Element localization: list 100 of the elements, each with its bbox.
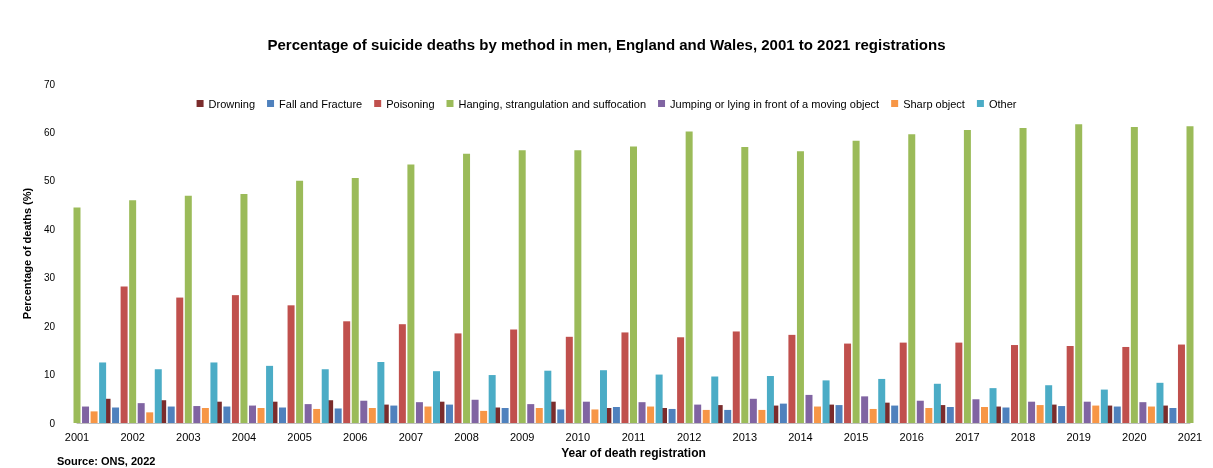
bar	[844, 343, 852, 423]
x-tick-label: 2014	[788, 430, 813, 443]
bar	[1122, 346, 1130, 423]
bar	[724, 409, 732, 423]
x-tick-label: 2020	[1122, 430, 1147, 443]
bar	[1083, 401, 1091, 423]
x-tick-label: 2017	[955, 430, 980, 443]
bar	[1066, 346, 1074, 423]
bar	[677, 337, 685, 423]
bar	[1177, 344, 1185, 423]
bar	[980, 407, 988, 423]
bar	[398, 324, 406, 423]
bar	[869, 408, 877, 423]
bar	[861, 396, 869, 423]
bar	[630, 146, 637, 423]
bar	[1058, 406, 1066, 423]
bar	[1147, 406, 1155, 423]
x-tick-label: 2011	[621, 430, 646, 443]
bar	[972, 399, 980, 423]
bar	[557, 409, 565, 423]
bar	[433, 371, 441, 423]
bar	[544, 370, 552, 423]
bar	[822, 380, 830, 423]
bar	[296, 180, 304, 423]
bar	[137, 403, 145, 423]
x-tick-label: 2016	[899, 430, 924, 443]
bar	[112, 407, 120, 423]
bar	[741, 146, 749, 423]
legend-label: Hanging, strangulation and suffocation	[458, 97, 647, 110]
bar	[257, 407, 265, 423]
bar	[445, 404, 453, 423]
bar	[334, 408, 342, 423]
bar	[702, 409, 710, 423]
x-tick-label: 2018	[1010, 430, 1036, 443]
bar	[668, 408, 676, 423]
bar	[1100, 389, 1108, 423]
bar	[167, 406, 175, 423]
bar	[1002, 407, 1010, 423]
bar	[732, 331, 740, 423]
bar	[240, 193, 248, 423]
bar	[73, 207, 81, 423]
bar	[1036, 405, 1044, 423]
x-tick-label: 2021	[1177, 430, 1203, 443]
bar	[891, 405, 899, 423]
bar	[99, 362, 107, 423]
y-tick-label: 10	[43, 369, 56, 381]
bar	[343, 321, 351, 423]
bar	[1169, 407, 1177, 423]
bar	[1156, 382, 1164, 423]
bar	[638, 402, 646, 423]
bar	[655, 374, 663, 423]
y-tick-label: 40	[43, 223, 56, 235]
bar	[1028, 401, 1036, 423]
bar	[1113, 406, 1121, 423]
bar	[501, 407, 509, 423]
bar	[129, 200, 137, 423]
bar	[685, 131, 693, 423]
bar	[287, 305, 295, 423]
bar	[146, 412, 154, 423]
bar	[424, 406, 432, 423]
x-tick-label: 2003	[176, 430, 201, 443]
x-tick-label: 2015	[843, 430, 869, 443]
bar	[1092, 405, 1100, 423]
bar	[415, 402, 423, 423]
y-tick-label: 50	[43, 175, 56, 187]
bar	[184, 195, 192, 423]
y-axis-title: Percentage of deaths (%)	[21, 187, 34, 320]
bar	[766, 376, 774, 423]
bar	[1139, 402, 1147, 423]
bar	[908, 134, 916, 423]
bar	[82, 406, 90, 423]
bar	[647, 406, 655, 423]
bar	[955, 342, 963, 423]
chart-title: Percentage of suicide deaths by method in men, England and Wales, 2001 to 2021 registrations	[267, 36, 946, 53]
legend-label: Other	[988, 97, 1017, 110]
bar	[814, 406, 822, 423]
bar	[535, 407, 543, 423]
x-tick-label: 2012	[676, 430, 702, 443]
x-tick-label: 2001	[64, 430, 90, 443]
bar	[279, 407, 287, 423]
bar	[223, 406, 231, 423]
x-tick-label: 2008	[454, 430, 479, 443]
bar	[120, 286, 128, 423]
bar	[1186, 126, 1194, 423]
bar	[321, 369, 329, 423]
bar	[779, 403, 787, 423]
bar	[90, 411, 98, 423]
bar	[176, 297, 184, 423]
bar	[360, 400, 368, 423]
bar	[916, 400, 924, 423]
bar	[758, 409, 766, 423]
x-tick-label: 2006	[343, 430, 368, 443]
bar	[1019, 128, 1027, 423]
bar	[377, 361, 385, 423]
bar	[527, 404, 535, 423]
x-tick-label: 2002	[120, 430, 145, 443]
bar	[1130, 127, 1138, 423]
bar	[407, 164, 415, 423]
bar	[933, 383, 941, 423]
x-tick-label: 2013	[732, 430, 758, 443]
